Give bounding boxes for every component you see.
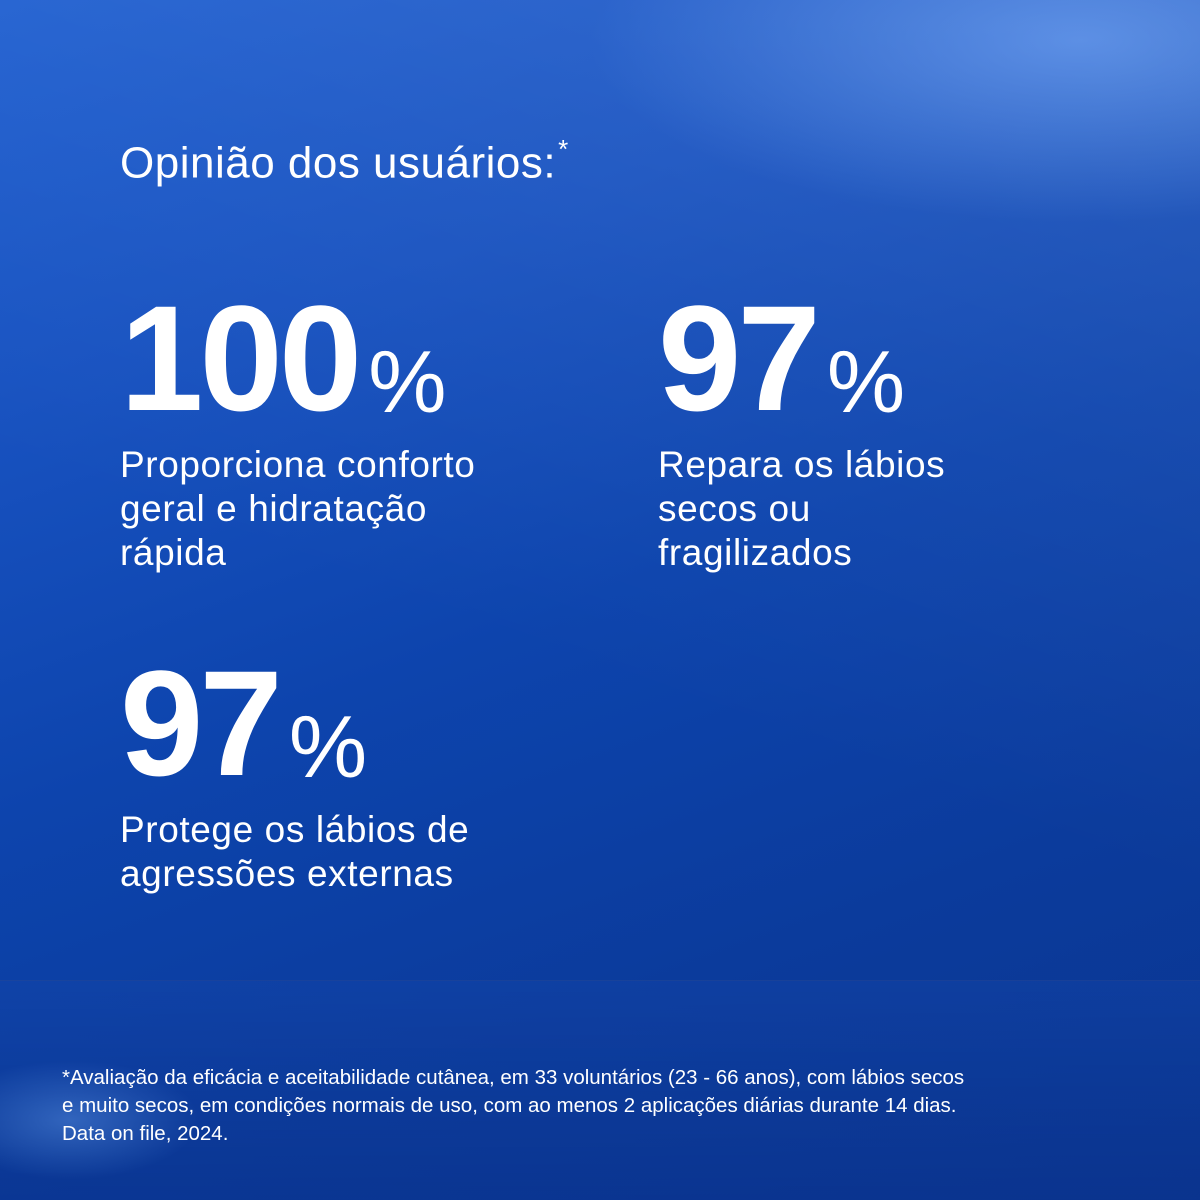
stat-description-line: secos ou	[658, 488, 811, 529]
page-title: Opinião dos usuários:*	[120, 134, 569, 189]
stat-block-repair: 97 % Repara os lábios secos ou fragiliza…	[658, 274, 1078, 575]
stat-percent-sign: %	[288, 697, 368, 797]
stat-percent-sign: %	[368, 332, 447, 432]
stat-block-comfort: 100 % Proporciona conforto geral e hidra…	[120, 274, 580, 575]
page-title-text: Opinião dos usuários:	[120, 138, 557, 188]
stat-description-line: agressões externas	[120, 853, 454, 894]
stat-percent-sign: %	[826, 332, 906, 432]
stat-description: Protege os lábios de agressões externas	[120, 808, 580, 896]
footnote-line: Data on file, 2024.	[62, 1122, 229, 1145]
stat-description: Proporciona conforto geral e hidratação …	[120, 443, 580, 575]
page-title-marker: *	[558, 134, 569, 164]
stat-description-line: rápida	[120, 532, 227, 573]
stat-description: Repara os lábios secos ou fragilizados	[658, 443, 1078, 575]
stat-description-line: Protege os lábios de	[120, 809, 470, 850]
stat-description-line: Proporciona conforto	[120, 444, 476, 485]
stat-description-line: fragilizados	[658, 532, 853, 573]
stat-value: 100 %	[120, 274, 580, 442]
footnote-line: *Avaliação da eficácia e aceitabilidade …	[62, 1066, 965, 1089]
footnote-line: e muito secos, em condições normais de u…	[62, 1094, 957, 1117]
stat-number: 100	[120, 274, 362, 442]
stat-value: 97 %	[658, 274, 1078, 442]
floor-surface	[0, 980, 1200, 1200]
stat-number: 97	[120, 639, 283, 807]
stat-description-line: geral e hidratação	[120, 488, 427, 529]
stat-number: 97	[658, 274, 821, 442]
footnote: *Avaliação da eficácia e aceitabilidade …	[62, 1064, 1162, 1148]
floor-glow	[0, 1060, 200, 1180]
stat-block-protect: 97 % Protege os lábios de agressões exte…	[120, 639, 580, 896]
stat-description-line: Repara os lábios	[658, 444, 946, 485]
stat-value: 97 %	[120, 639, 580, 807]
